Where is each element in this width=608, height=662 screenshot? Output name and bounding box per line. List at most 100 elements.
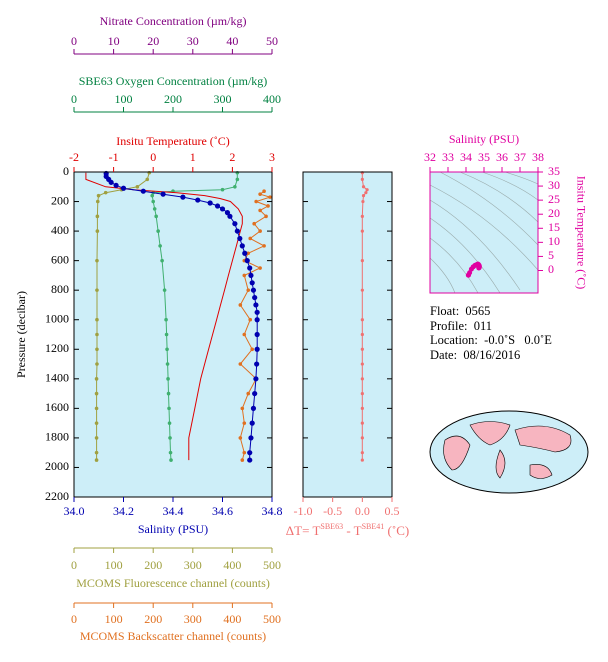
profile-point bbox=[250, 287, 257, 293]
contour bbox=[504, 171, 539, 185]
marks bbox=[85, 170, 482, 463]
x-tick-label: 1 bbox=[190, 150, 196, 164]
profile-point bbox=[240, 406, 245, 411]
y-axis-title: Insitu Temperature (˚C) bbox=[574, 176, 588, 290]
profile-point bbox=[240, 458, 245, 462]
profile-point bbox=[252, 294, 258, 301]
profile-point bbox=[254, 346, 260, 352]
profile-point bbox=[95, 214, 100, 219]
x-tick-label: 200 bbox=[144, 612, 162, 626]
profile-point bbox=[258, 192, 262, 196]
x-tick-label: 0 bbox=[71, 34, 77, 48]
y-tick-label: 30 bbox=[548, 178, 560, 192]
x-tick-label: 20 bbox=[147, 34, 159, 48]
profile-point bbox=[360, 332, 364, 337]
y-tick-label: 400 bbox=[51, 223, 69, 237]
profile-point bbox=[103, 190, 108, 195]
x-tick-label: 0.5 bbox=[385, 504, 400, 518]
profile-point bbox=[94, 377, 99, 381]
profile-point bbox=[164, 317, 168, 322]
x-tick-label: 100 bbox=[105, 558, 123, 572]
x-tick-label: 100 bbox=[105, 612, 123, 626]
profile-line bbox=[239, 190, 272, 461]
float-info: Location: -0.0˚S 0.0˚E bbox=[430, 333, 552, 347]
y-tick-label: 2200 bbox=[45, 489, 69, 503]
profile-point bbox=[360, 406, 364, 410]
x-axis-title: ΔT= TSBE63 - TSBE41 (˚C) bbox=[286, 522, 409, 538]
x-tick-label: -2 bbox=[69, 150, 79, 164]
profile-point bbox=[360, 347, 364, 351]
profile-point bbox=[252, 221, 256, 226]
x-tick-label: 34.8 bbox=[262, 504, 283, 518]
profile-point bbox=[207, 200, 213, 206]
profile-point bbox=[95, 258, 99, 263]
contour bbox=[459, 171, 539, 223]
x-axis-title: Nitrate Concentration (µm/kg) bbox=[100, 14, 247, 28]
profile-point bbox=[180, 194, 186, 200]
profile-point bbox=[94, 391, 99, 396]
profile-point bbox=[94, 450, 99, 455]
profile-point bbox=[360, 391, 364, 396]
x-tick-label: 33 bbox=[442, 150, 454, 164]
y-tick-label: 1200 bbox=[45, 341, 69, 355]
x-tick-label: 400 bbox=[223, 612, 241, 626]
profile-point bbox=[360, 214, 364, 218]
profile-point bbox=[254, 317, 260, 323]
profile-point bbox=[258, 208, 262, 213]
profile-point bbox=[238, 436, 243, 440]
y-tick-label: 15 bbox=[548, 220, 560, 234]
profile-point bbox=[169, 458, 173, 462]
y-tick-label: 25 bbox=[548, 192, 560, 206]
profile-point bbox=[95, 332, 99, 337]
profile-point bbox=[147, 170, 152, 175]
x-tick-label: 500 bbox=[263, 612, 281, 626]
profile-point bbox=[360, 288, 364, 292]
x-tick-label: 0 bbox=[150, 150, 156, 164]
profile-point bbox=[258, 229, 262, 233]
profile-point bbox=[154, 214, 158, 219]
profile-point bbox=[95, 347, 99, 352]
profile-point bbox=[95, 199, 100, 204]
profile-point bbox=[168, 450, 173, 455]
profile-point bbox=[237, 235, 243, 242]
profile-point bbox=[247, 450, 253, 456]
plot-frame bbox=[302, 171, 393, 498]
profile-point bbox=[253, 376, 259, 382]
x-tick-label: 300 bbox=[184, 612, 202, 626]
profile-point bbox=[95, 362, 99, 366]
profile-point bbox=[360, 377, 364, 381]
profile-point bbox=[247, 265, 253, 271]
profile-point bbox=[94, 421, 99, 425]
x-axis-title: SBE63 Oxygen Concentration (µm/kg) bbox=[79, 74, 268, 88]
contour bbox=[429, 237, 479, 294]
profile-point bbox=[248, 272, 254, 279]
profile-point bbox=[220, 187, 225, 192]
profile-point bbox=[108, 179, 114, 185]
x-tick-label: 200 bbox=[164, 92, 182, 106]
contour bbox=[429, 257, 456, 294]
contour bbox=[439, 171, 539, 246]
profile-point bbox=[162, 288, 167, 292]
profile-point bbox=[242, 332, 247, 337]
float-info: Float: 0565 bbox=[430, 304, 490, 318]
y-tick-label: 1000 bbox=[45, 311, 69, 325]
y-tick-label: 0 bbox=[548, 262, 554, 276]
profile-point bbox=[164, 332, 169, 337]
profile-point bbox=[248, 317, 253, 322]
profile-point bbox=[258, 266, 262, 270]
profile-point bbox=[360, 436, 364, 440]
x-tick-label: 0 bbox=[71, 92, 77, 106]
x-axis-title: MCOMS Fluorescence channel (counts) bbox=[76, 576, 270, 590]
x-axis-title: MCOMS Backscatter channel (counts) bbox=[80, 629, 266, 643]
profile-point bbox=[250, 405, 257, 411]
contour bbox=[429, 184, 539, 271]
profile-point bbox=[262, 189, 266, 194]
profile-point bbox=[158, 244, 162, 248]
profile-point bbox=[234, 228, 240, 234]
plot-background bbox=[430, 172, 538, 293]
profile-point bbox=[151, 199, 155, 204]
profile-point bbox=[167, 406, 171, 411]
profile-point bbox=[238, 362, 243, 366]
x-axis-title-part: ΔT= T bbox=[286, 523, 321, 538]
